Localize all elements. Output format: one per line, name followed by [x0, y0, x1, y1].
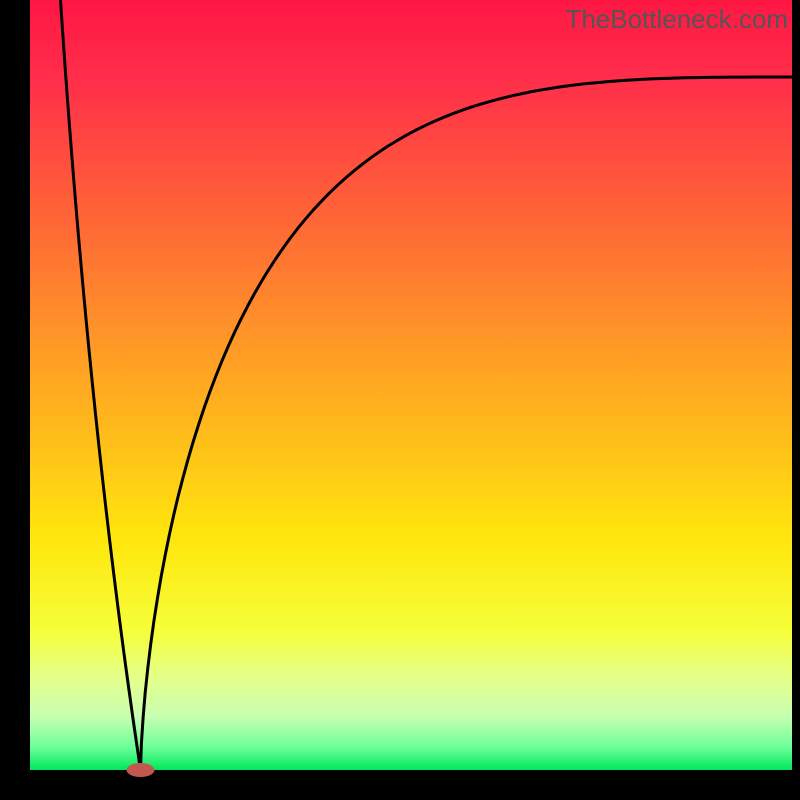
bottleneck-chart: TheBottleneck.com — [0, 0, 800, 800]
frame-left — [0, 0, 30, 800]
frame-bottom — [0, 770, 800, 800]
chart-svg — [0, 0, 800, 800]
chart-background — [30, 0, 792, 770]
optimal-point-marker — [126, 763, 154, 777]
frame-right — [792, 0, 800, 800]
watermark-text: TheBottleneck.com — [565, 4, 788, 35]
